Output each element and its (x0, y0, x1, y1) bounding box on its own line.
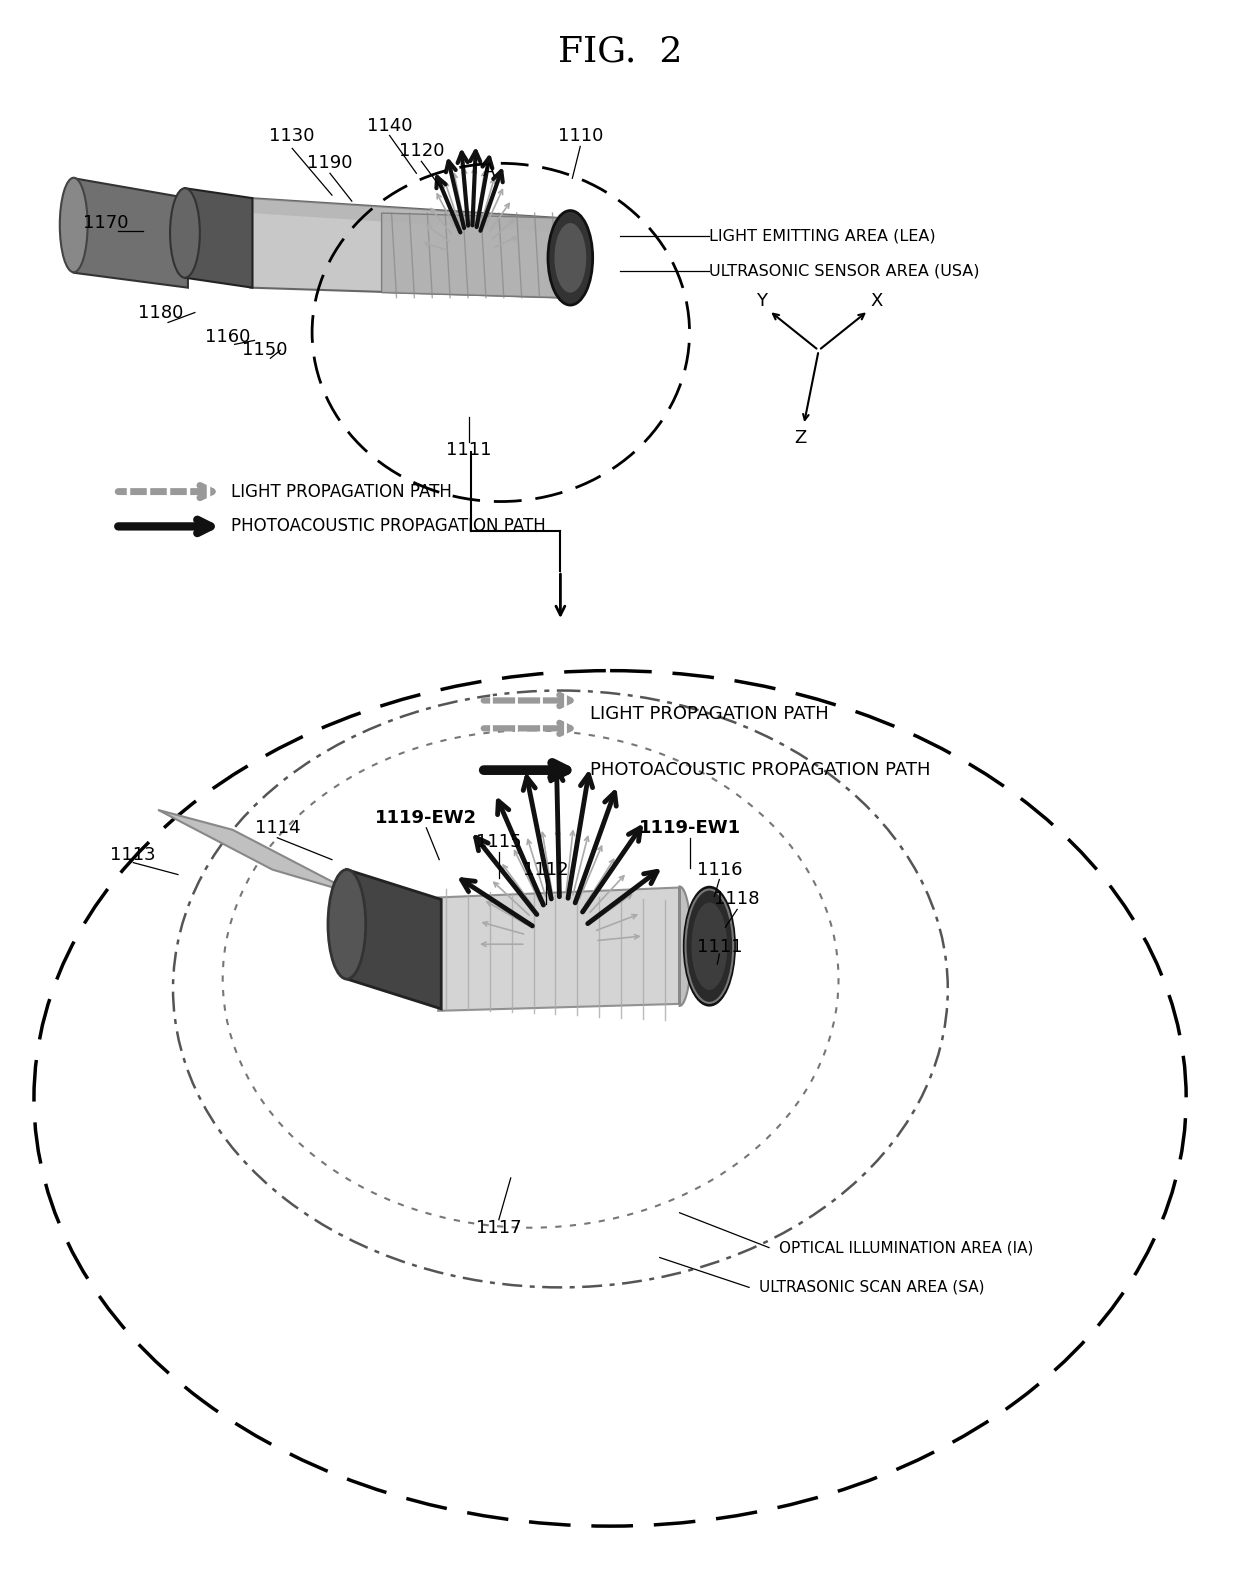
Text: 1114: 1114 (254, 819, 300, 837)
Ellipse shape (548, 211, 593, 304)
Text: 1170: 1170 (83, 214, 128, 231)
Polygon shape (73, 178, 188, 287)
Polygon shape (250, 198, 560, 298)
Text: 1190: 1190 (308, 154, 352, 173)
Polygon shape (185, 189, 253, 287)
Text: 1115: 1115 (476, 832, 522, 851)
Text: 1110: 1110 (558, 127, 603, 146)
Ellipse shape (684, 888, 734, 1005)
Text: Z: Z (795, 430, 807, 447)
Text: 1119-EW1: 1119-EW1 (639, 819, 740, 837)
Polygon shape (438, 888, 680, 1011)
Polygon shape (347, 870, 441, 1010)
Text: 1112: 1112 (523, 861, 568, 878)
Text: 1117: 1117 (476, 1219, 522, 1236)
Text: 1111: 1111 (446, 441, 492, 458)
Text: ULTRASONIC SENSOR AREA (USA): ULTRASONIC SENSOR AREA (USA) (709, 263, 980, 279)
Text: Y: Y (755, 292, 766, 309)
Text: LIGHT EMITTING AREA (LEA): LIGHT EMITTING AREA (LEA) (709, 228, 936, 244)
Text: 1118: 1118 (714, 891, 760, 908)
Ellipse shape (170, 189, 200, 277)
Text: FIG.  2: FIG. 2 (558, 35, 682, 68)
Text: LIGHT PROPAGATION PATH: LIGHT PROPAGATION PATH (231, 482, 451, 501)
Text: 1180: 1180 (139, 304, 184, 322)
Text: OPTICAL ILLUMINATION AREA (IA): OPTICAL ILLUMINATION AREA (IA) (779, 1239, 1033, 1255)
Polygon shape (250, 198, 560, 233)
Text: LIGHT PROPAGATION PATH: LIGHT PROPAGATION PATH (590, 705, 830, 723)
Text: 1160: 1160 (205, 328, 250, 347)
Text: 1130: 1130 (269, 127, 315, 146)
Polygon shape (382, 212, 560, 298)
Text: X: X (870, 292, 883, 309)
Text: 1116: 1116 (697, 861, 742, 878)
Text: 1111: 1111 (697, 938, 742, 956)
Text: 1113: 1113 (110, 846, 156, 864)
Ellipse shape (60, 178, 88, 273)
Ellipse shape (692, 902, 728, 991)
Text: PHOTOACOUSTIC PROPAGATION PATH: PHOTOACOUSTIC PROPAGATION PATH (231, 517, 546, 536)
Ellipse shape (327, 870, 366, 980)
Text: 1140: 1140 (367, 117, 413, 135)
Polygon shape (680, 886, 692, 1006)
Text: PHOTOACOUSTIC PROPAGATION PATH: PHOTOACOUSTIC PROPAGATION PATH (590, 761, 931, 780)
Ellipse shape (554, 223, 587, 293)
Text: 1120: 1120 (398, 143, 444, 160)
Text: ULTRASONIC SCAN AREA (SA): ULTRASONIC SCAN AREA (SA) (759, 1279, 985, 1295)
Text: A: A (482, 162, 495, 181)
Text: 1119-EW2: 1119-EW2 (376, 808, 477, 827)
Text: 1150: 1150 (242, 341, 288, 360)
Polygon shape (159, 810, 357, 894)
